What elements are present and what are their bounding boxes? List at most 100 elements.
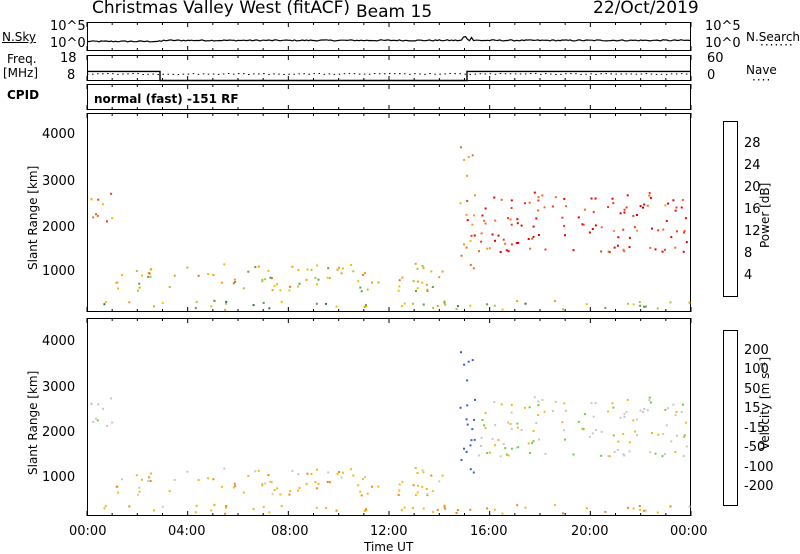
power-scatter-point xyxy=(612,230,615,232)
nave-dot xyxy=(429,73,431,75)
power-scatter-point xyxy=(466,219,469,222)
nsky-tick-top: 10^5 xyxy=(50,19,86,34)
velocity-scatter-point xyxy=(683,434,686,437)
velocity-scatter-point xyxy=(639,409,642,412)
velocity-scatter-point xyxy=(466,379,469,382)
velocity-scatter-point xyxy=(364,508,367,511)
velocity-scatter-point xyxy=(140,478,143,481)
nave-label: Nave xyxy=(746,63,777,77)
velocity-scatter-point xyxy=(657,433,660,436)
velocity-scatter-point xyxy=(480,445,483,447)
velocity-scatter-point xyxy=(551,410,554,413)
nave-dot xyxy=(298,73,300,75)
power-scatter-point xyxy=(664,204,667,207)
velocity-scatter-point xyxy=(223,467,226,470)
power-scatter-point xyxy=(623,208,626,211)
velocity-scatter-point xyxy=(484,427,487,429)
velocity-scatter-point xyxy=(149,472,152,475)
velocity-scatter-point xyxy=(425,488,428,490)
velocity-scatter-point xyxy=(608,455,611,458)
power-scatter-point xyxy=(483,219,486,222)
power-scatter-point xyxy=(649,196,652,199)
power-scatter-point xyxy=(541,194,544,197)
velocity-scatter-point xyxy=(544,452,547,455)
velocity-scatter-point xyxy=(499,455,502,458)
velocity-scatter-point xyxy=(153,509,155,512)
nave-dot xyxy=(97,73,99,75)
nave-dot xyxy=(660,73,663,75)
power-scatter-point xyxy=(106,220,108,223)
power-scatter-point xyxy=(415,290,417,292)
velocity-scatter-point xyxy=(135,474,138,477)
freq-label: Freq. xyxy=(7,52,37,66)
velocity-scatter-point xyxy=(315,487,318,490)
power-scatter-point xyxy=(529,247,532,250)
velocity-scatter-point xyxy=(656,511,659,514)
power-scatter-point xyxy=(298,282,301,285)
velocity-scatter-point xyxy=(397,494,400,496)
velocity-scatter-point xyxy=(254,470,257,473)
power-scatter-point xyxy=(688,301,691,304)
velocity-scatter-point xyxy=(261,483,264,486)
velocity-scatter-point xyxy=(147,480,150,483)
power-scatter-point xyxy=(96,214,99,217)
nave-dot xyxy=(625,73,628,75)
power-scatter-point xyxy=(92,216,95,219)
power-scatter-point xyxy=(517,241,520,244)
velocity-scatter-point xyxy=(316,468,318,471)
power-scatter-point xyxy=(563,197,566,200)
power-scatter-point xyxy=(400,305,403,307)
nave-dot xyxy=(585,73,587,75)
power-scatter-point xyxy=(638,301,641,303)
nave-dot xyxy=(167,73,170,75)
velocity-scatter-point xyxy=(497,439,500,441)
velocity-scatter-point xyxy=(654,452,657,455)
nave-dot xyxy=(479,73,482,75)
power-scatter-point xyxy=(588,231,591,234)
velocity-colorbar-tick: -100 xyxy=(744,459,774,475)
velocity-scatter-point xyxy=(148,476,151,479)
nave-dot xyxy=(494,73,497,75)
nave-dot xyxy=(509,73,512,75)
power-scatter-point xyxy=(662,228,665,231)
power-scatter-point xyxy=(467,155,470,158)
velocity-scatter-point xyxy=(430,474,433,477)
power-scatter-point xyxy=(305,278,308,281)
velocity-scatter-point xyxy=(465,418,468,421)
power-scatter-point xyxy=(471,223,474,226)
time-tick-5: 20:00 xyxy=(571,524,609,539)
velocity-scatter-point xyxy=(288,493,291,496)
power-ytick-4000: 4000 xyxy=(42,127,76,142)
power-scatter-point xyxy=(643,203,646,206)
power-scatter-point xyxy=(316,264,318,267)
power-scatter-point xyxy=(271,289,274,292)
power-scatter-point xyxy=(121,274,123,277)
power-scatter-point xyxy=(471,154,474,157)
power-scatter-point xyxy=(364,271,366,274)
velocity-scatter-point xyxy=(585,507,588,510)
velocity-scatter-point xyxy=(315,506,318,509)
power-scatter-point xyxy=(443,301,446,304)
velocity-scatter-point xyxy=(528,406,531,409)
power-scatter-point xyxy=(633,226,636,229)
power-scatter-point xyxy=(516,218,519,221)
velocity-scatter-point xyxy=(504,447,507,450)
power-scatter-point xyxy=(257,265,260,268)
power-scatter-point xyxy=(657,229,660,232)
power-scatter-point xyxy=(510,199,513,202)
velocity-scatter-point xyxy=(314,481,317,484)
velocity-scatter-point xyxy=(276,487,279,490)
velocity-scatter-point xyxy=(90,403,93,405)
power-scatter-point xyxy=(604,306,607,309)
power-scatter-point xyxy=(443,300,446,303)
velocity-scatter-point xyxy=(670,440,673,443)
nave-dot xyxy=(142,73,144,75)
velocity-scatter-point xyxy=(537,414,540,416)
nave-dot xyxy=(358,73,361,75)
nsky-label: N.Sky xyxy=(2,30,37,44)
nave-dot xyxy=(555,73,557,75)
nave-dot xyxy=(504,73,507,75)
velocity-scatter-point xyxy=(102,407,104,410)
velocity-scatter-point xyxy=(247,474,250,477)
nave-dot xyxy=(434,73,436,75)
